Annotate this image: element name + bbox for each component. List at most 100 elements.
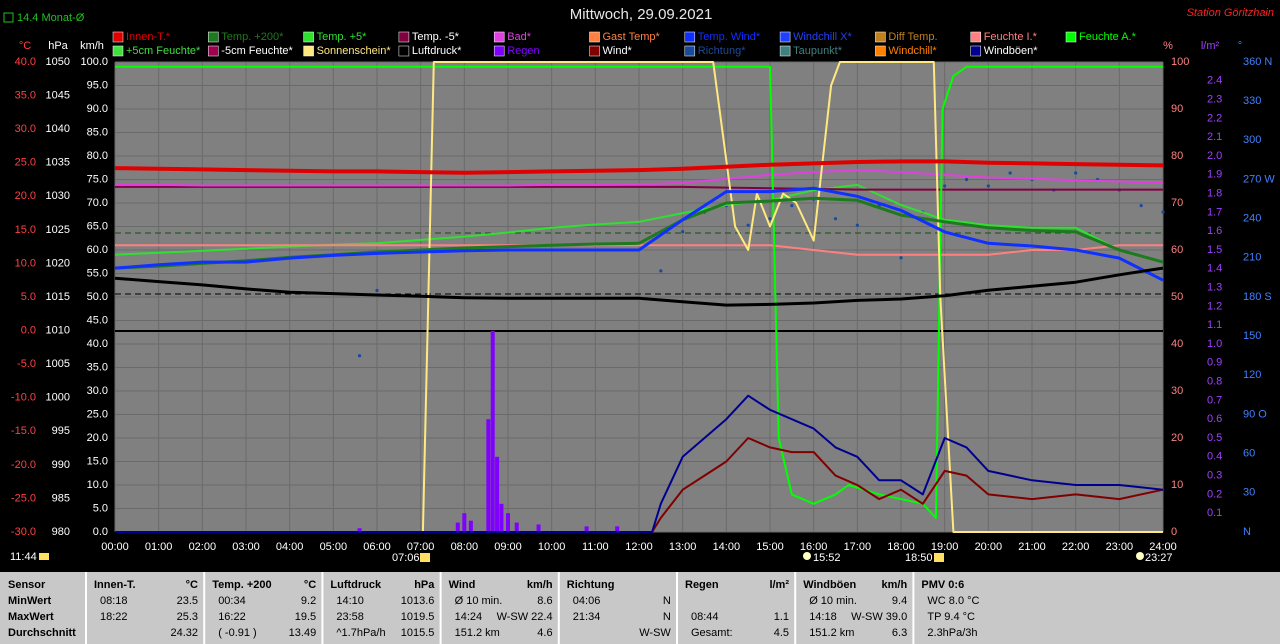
cell-right: W-SW 39.0 xyxy=(851,611,907,623)
rain-bar xyxy=(514,522,519,532)
x-tick-label: 14:00 xyxy=(713,541,741,553)
cell-right: 6.3 xyxy=(892,627,907,639)
x-tick-label: 16:00 xyxy=(800,541,828,553)
y-tick-label: 35.0 xyxy=(87,361,108,373)
rain-bar xyxy=(455,522,460,532)
y-tick-label: 1.2 xyxy=(1207,300,1222,312)
legend-label: Temp. -5* xyxy=(412,31,460,43)
y-tick-label: 50.0 xyxy=(87,291,108,303)
x-tick-label: 07:00 xyxy=(407,541,435,553)
y-tick-label: 40.0 xyxy=(87,338,108,350)
cell-left: Ø 10 min. xyxy=(809,595,857,607)
direction-point xyxy=(943,184,947,188)
legend-label: Windböen* xyxy=(984,45,1039,57)
cell-left: 04:06 xyxy=(573,595,601,607)
x-tick-label: 03:00 xyxy=(232,541,260,553)
cell-right: 8.6 xyxy=(537,595,552,607)
y-tick-label: 1045 xyxy=(46,89,70,101)
column-unit: °C xyxy=(304,579,316,591)
x-tick-label: 13:00 xyxy=(669,541,697,553)
axis-label: % xyxy=(1163,40,1173,52)
legend-swatch xyxy=(112,31,124,43)
y-tick-label: 5.0 xyxy=(21,291,36,303)
y-tick-label: 985 xyxy=(52,492,70,504)
y-tick-label: 1010 xyxy=(46,324,70,336)
y-tick-label: 0.0 xyxy=(21,324,36,336)
cell-right: 23.5 xyxy=(177,595,198,607)
y-tick-label: 0.2 xyxy=(1207,488,1222,500)
y-tick-label: 2.4 xyxy=(1207,75,1222,87)
y-tick-label: -25.0 xyxy=(11,492,36,504)
sun-icon xyxy=(420,553,430,562)
legend-label: Diff Temp. xyxy=(888,31,937,43)
y-tick-label: 10.0 xyxy=(15,257,36,269)
y-tick-label: 1015 xyxy=(46,291,70,303)
legend-label: Gast Temp* xyxy=(603,31,661,43)
direction-point xyxy=(964,177,969,182)
x-tick-label: 11:00 xyxy=(582,541,609,553)
x-tick-label: 05:00 xyxy=(320,541,348,553)
y-tick-label: 0.7 xyxy=(1207,394,1222,406)
axis-label: km/h xyxy=(80,40,104,52)
legend-swatch xyxy=(970,31,981,43)
x-tick-label: 00:00 xyxy=(101,541,129,553)
x-tick-label: 09:00 xyxy=(494,541,522,553)
moon-icon xyxy=(1136,552,1144,560)
column-title: Luftdruck xyxy=(330,579,382,591)
direction-point xyxy=(790,204,794,208)
column-unit: °C xyxy=(186,579,198,591)
series-line xyxy=(115,61,1163,533)
row-label: Durchschnitt xyxy=(8,627,76,639)
cell-left: 23:58 xyxy=(336,611,364,623)
y-tick-label: -15.0 xyxy=(11,425,36,437)
y-tick-label: 40.0 xyxy=(15,56,36,68)
direction-point xyxy=(833,217,838,221)
series-line xyxy=(114,266,1164,307)
y-tick-label: 2.0 xyxy=(1207,150,1222,162)
y-tick-label: 30.0 xyxy=(87,385,108,397)
cell-left: 08:18 xyxy=(100,595,128,607)
cell-right: 1.1 xyxy=(774,611,789,623)
direction-point xyxy=(357,354,362,358)
rain-bar xyxy=(615,526,620,532)
row-label: MaxWert xyxy=(8,611,54,623)
rain-bar xyxy=(499,503,504,532)
cell-left: Gesamt: xyxy=(691,627,733,639)
y-tick-label: 15.0 xyxy=(15,224,36,236)
y-tick-label: 90 O xyxy=(1243,408,1267,420)
row-label: MinWert xyxy=(8,595,52,607)
y-tick-label: 0.9 xyxy=(1207,357,1222,369)
cell-right: 9.2 xyxy=(301,595,316,607)
rain-bar xyxy=(536,524,541,532)
x-tick-label: 10:00 xyxy=(538,541,566,553)
y-tick-label: 5.0 xyxy=(93,502,108,514)
legend-swatch xyxy=(493,31,505,43)
x-tick-label: 22:00 xyxy=(1062,541,1090,553)
moonset: 23:27 xyxy=(1145,552,1173,564)
legend-label: Temp. +5* xyxy=(317,31,368,43)
y-tick-label: 1.0 xyxy=(1207,338,1222,350)
y-tick-label: 150 xyxy=(1243,330,1261,342)
y-tick-label: 1035 xyxy=(46,157,70,169)
direction-point xyxy=(899,256,903,260)
cell-right: 1013.6 xyxy=(401,595,435,607)
column-title: Windböen xyxy=(803,579,856,591)
direction-point xyxy=(746,223,750,227)
legend-swatch xyxy=(112,45,124,57)
day-length: 11:44 xyxy=(10,551,37,563)
row-label: Sensor xyxy=(8,579,46,591)
moonrise: 15:52 xyxy=(813,552,841,564)
y-tick-label: 210 xyxy=(1243,252,1261,264)
rain-bar xyxy=(357,528,362,532)
legend-swatch xyxy=(779,45,791,57)
y-tick-label: 55.0 xyxy=(87,267,108,279)
y-tick-label: 35.0 xyxy=(15,89,36,101)
legend-swatch xyxy=(303,31,314,43)
axis-label: hPa xyxy=(48,40,68,52)
x-tick-label: 20:00 xyxy=(975,541,1003,553)
month-icon xyxy=(3,12,14,23)
y-tick-label: 0.1 xyxy=(1207,507,1222,519)
direction-point xyxy=(768,217,772,221)
direction-point xyxy=(681,230,685,234)
